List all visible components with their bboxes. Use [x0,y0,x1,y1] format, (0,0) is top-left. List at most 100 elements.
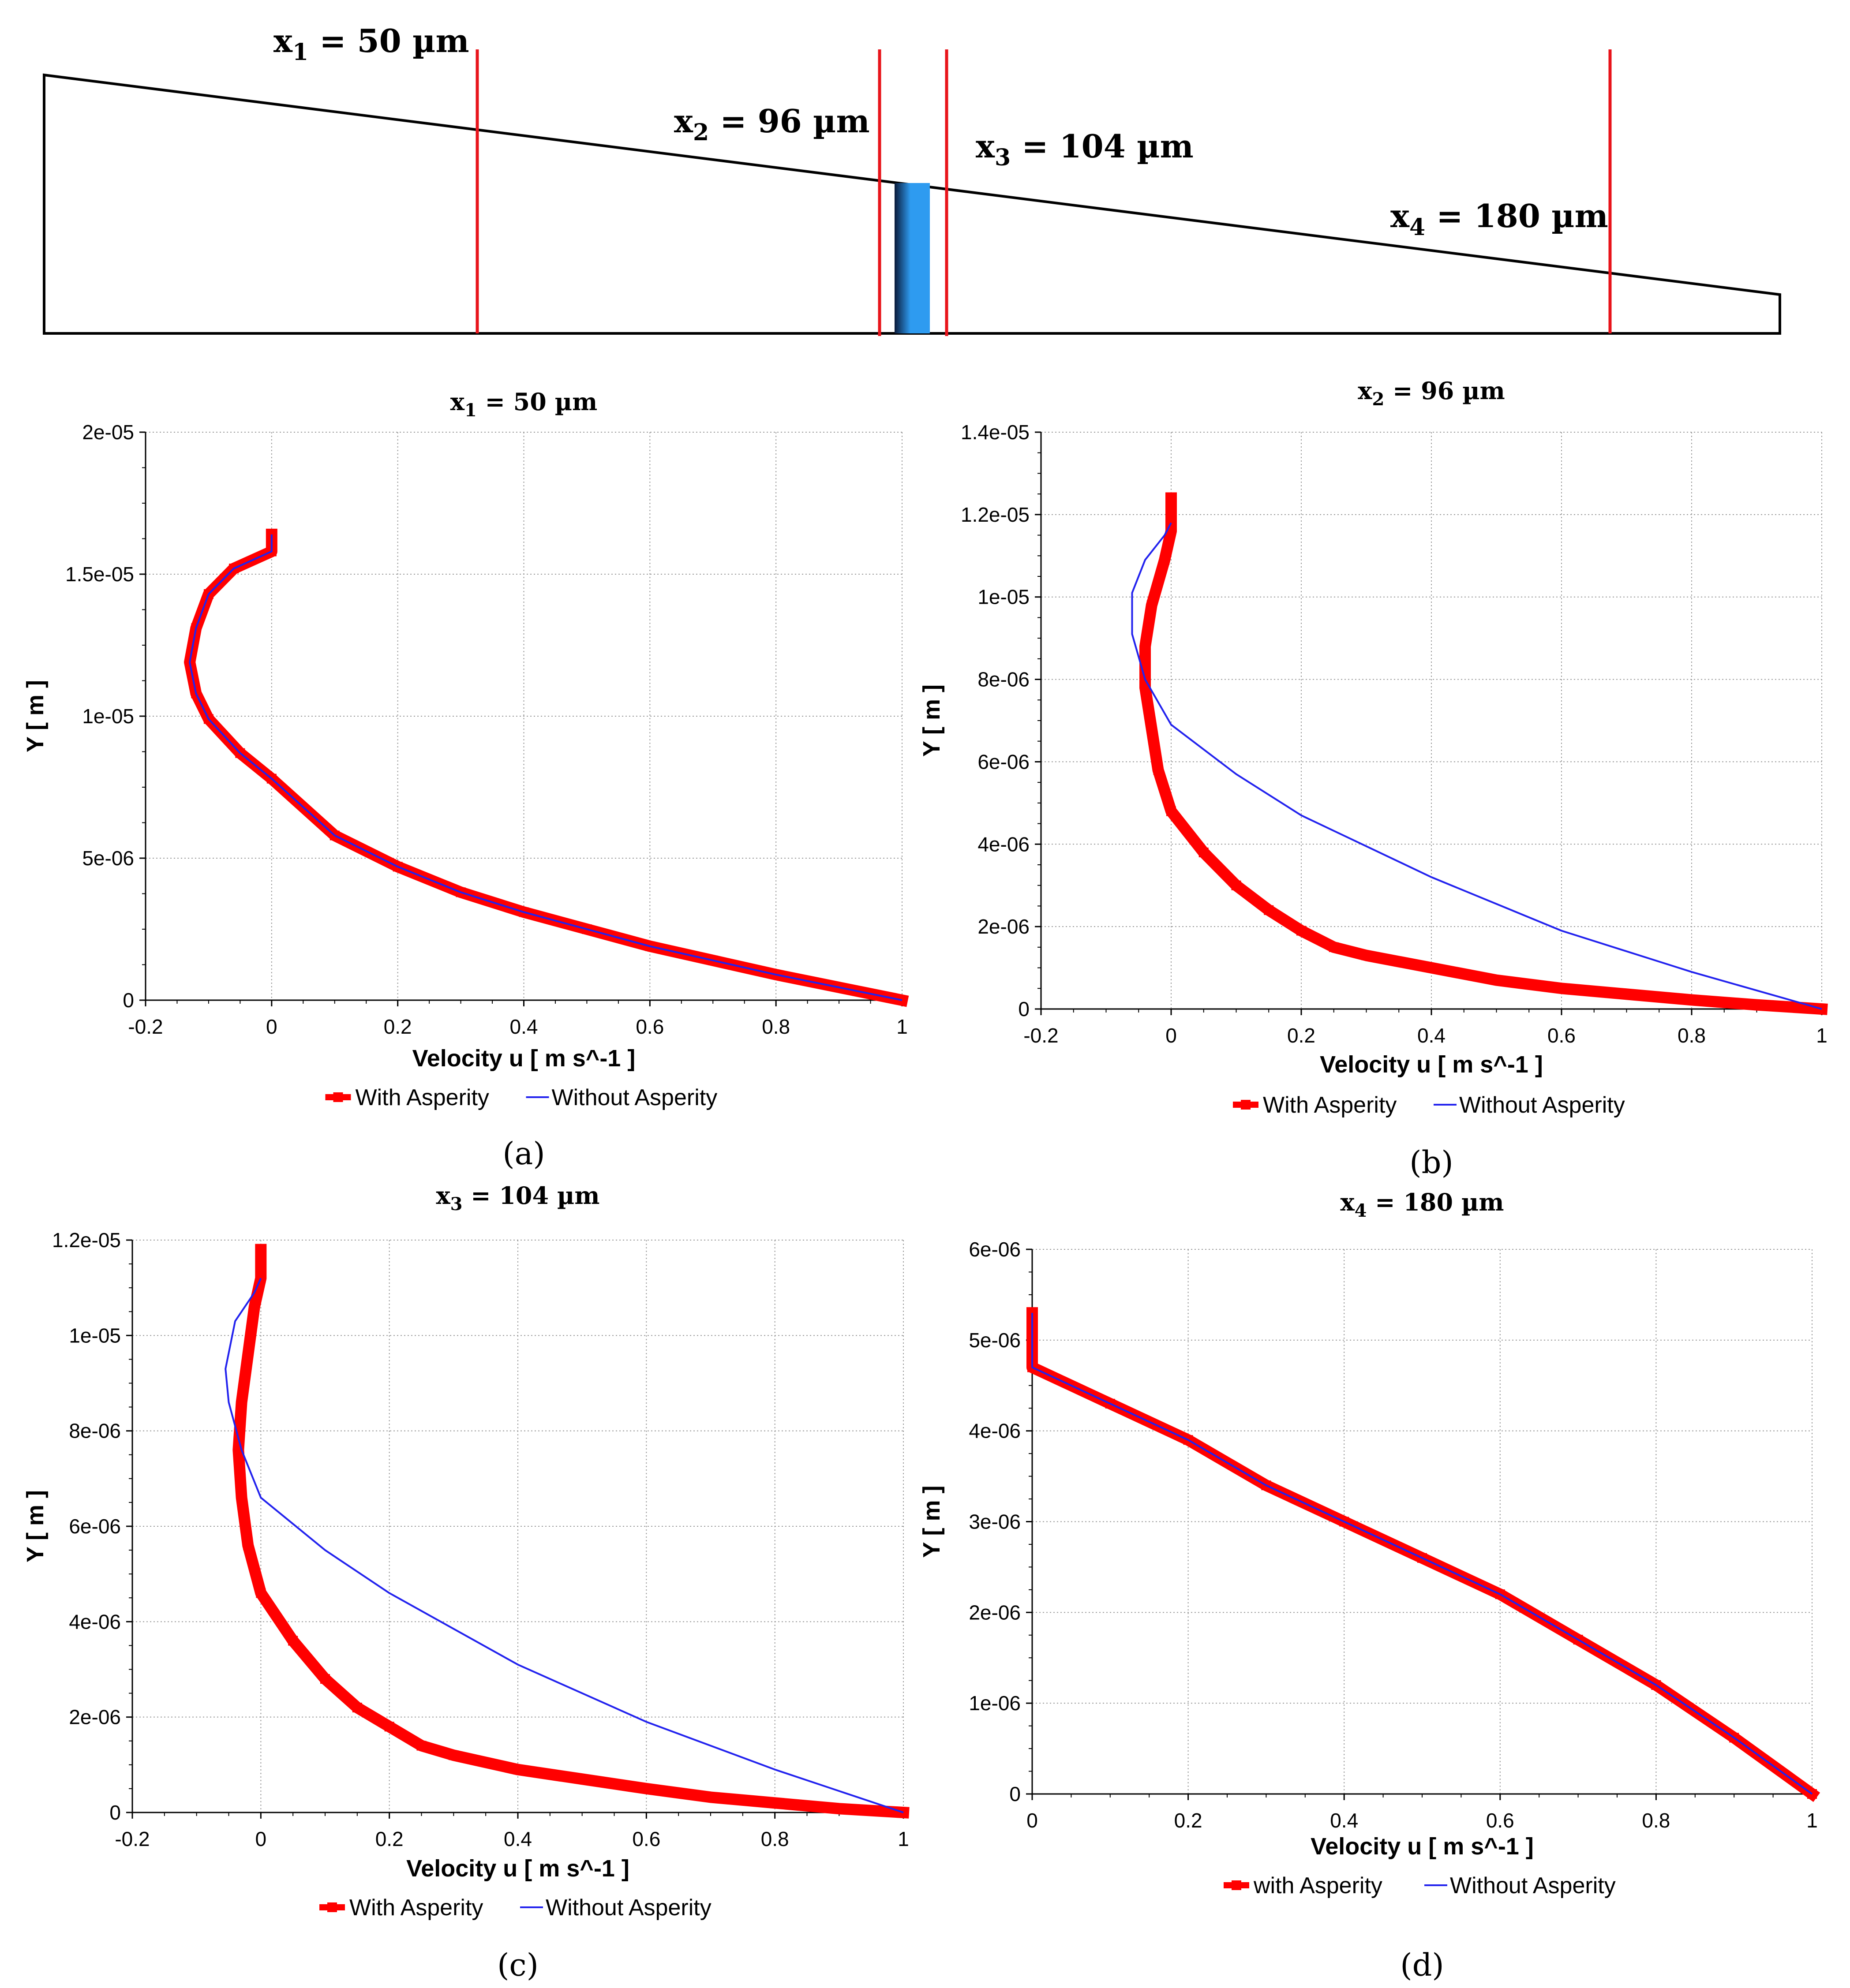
panel-caption: (b) [1409,1144,1453,1181]
y-tick-label: 6e-06 [69,1515,121,1538]
chart-title-rest: = 96 µm [1384,377,1505,405]
y-tick-label: 0 [123,989,134,1012]
data-point-with-asperity [1557,983,1566,994]
schematic-label-x4: x4 = 180 µm [1390,197,1608,241]
y-tick-label: 1e-05 [82,705,134,728]
data-point-with-asperity [1687,995,1696,1005]
x-tick-label: 0.4 [1330,1809,1358,1832]
x-axis-title: Velocity u [ m s^-1 ] [1320,1051,1543,1078]
chart-title-rest: = 50 µm [477,388,597,416]
schematic-label-x2: x2 = 96 µm [674,102,870,146]
chart-title-sub: 1 [464,400,477,421]
legend-label-without-asperity: Without Asperity [546,1895,712,1921]
x-axis-title: Velocity u [ m s^-1 ] [412,1045,636,1072]
data-point-with-asperity [1166,493,1176,503]
data-point-with-asperity [449,1750,459,1760]
y-axis-title: Y [ m ] [918,1485,945,1558]
series-line-with-asperity [1139,492,1828,1015]
y-tick-label: 2e-06 [977,915,1030,938]
chart-title-main: x [450,388,465,416]
y-tick-label: 4e-06 [69,1610,121,1633]
data-point-with-asperity [243,1349,253,1360]
data-point-with-asperity [577,1774,587,1784]
data-point-with-asperity [236,1493,247,1503]
x-tick-label: 0 [266,1015,277,1038]
y-tick-label: 2e-05 [82,421,134,444]
data-point-with-asperity [513,1764,523,1775]
data-point-with-asperity [384,1722,394,1732]
y-tick-label: 2e-06 [69,1706,121,1729]
data-point-with-asperity [1361,950,1371,960]
data-point-with-asperity [899,1808,908,1817]
data-point-with-asperity [1491,975,1502,985]
legend-label-without-asperity: Without Asperity [1450,1873,1616,1898]
y-tick-label: 5e-06 [969,1329,1021,1352]
x-tick-label: 0.6 [1486,1809,1514,1832]
x-tick-label: 0.4 [1417,1024,1446,1047]
chart-panel-a: -0.2 0 0.2 0.4 0.6 0.8 1 0 5e-06 1e-05 1.5e-05 2e-0… [22,388,909,1172]
panel-caption: (a) [502,1136,545,1172]
x-tick-label: -0.2 [1023,1024,1058,1047]
x-tick-label: 0.2 [384,1015,412,1038]
data-point-with-asperity [706,1792,715,1802]
y-tick-label: 1.2e-05 [961,503,1030,526]
chart-title-sub: 4 [1355,1200,1367,1221]
y-tick-label: 8e-06 [69,1420,121,1442]
chart-title: x4 = 180 µm [1340,1188,1504,1221]
panel-caption: (d) [1400,1947,1444,1983]
series-line-without-asperity [225,1278,904,1813]
data-point-with-asperity [1198,847,1209,857]
x-tick-label: 0.6 [1547,1024,1576,1047]
legend-label-with-asperity: With Asperity [356,1085,489,1110]
chart-title: x3 = 104 µm [436,1181,599,1214]
data-point-with-asperity [320,1674,330,1684]
data-point-with-asperity [236,1397,247,1407]
data-point-with-asperity [770,1798,780,1808]
y-tick-label: 6e-06 [977,750,1030,773]
legend: With Asperity Without Asperity [325,1085,717,1110]
y-tick-label: 0 [109,1801,121,1824]
chart-title-rest: = 180 µm [1367,1188,1504,1216]
x-tick-label: 1 [1806,1809,1818,1832]
chart-panel-c: -0.2 0 0.2 0.4 0.6 0.8 1 0 2e-06 4e-06 6e-06 8e-06 1… [22,1181,910,1983]
data-point-with-asperity [352,1703,362,1713]
data-point-with-asperity [1427,963,1436,973]
data-point-with-asperity [834,1804,844,1814]
legend-label-with-asperity: With Asperity [1263,1092,1397,1118]
chart-panel-b: -0.2 0 0.2 0.4 0.6 0.8 1 0 2e-06 4e-06 6e-06 8e-06 1… [918,377,1828,1181]
data-point-with-asperity [249,1302,259,1312]
x-tick-label: 0.6 [636,1015,664,1038]
x-tick-label: 0.2 [1287,1024,1315,1047]
y-tick-label: 4e-06 [977,833,1030,856]
data-point-with-asperity [256,1244,266,1255]
data-point-with-asperity [288,1636,298,1646]
chart-title-rest: = 104 µm [463,1181,600,1210]
y-tick-label: 1e-05 [977,586,1030,609]
series-line-without-asperity [1131,522,1822,1010]
wedge-schematic: x1 = 50 µm x2 = 96 µm x3 = 104 µm x4 = 1… [43,22,1781,336]
x-tick-label: 0.8 [1678,1024,1706,1047]
x-tick-label: 0.8 [1642,1809,1670,1832]
x-tick-label: 0 [1165,1024,1177,1047]
legend-marker-with-asperity [1241,1100,1251,1110]
x-tick-label: -0.2 [115,1827,150,1850]
chart-panel-d: 0 0.2 0.4 0.6 0.8 1 0 1e-06 2e-06 3e-06 4e-06 5e-06… [918,1188,1820,1983]
x-tick-label: 0.8 [762,1015,790,1038]
chart-title: x2 = 96 µm [1358,377,1505,410]
legend: With Asperity Without Asperity [319,1895,712,1921]
data-point-with-asperity [256,1588,266,1598]
schematic-label-x1: x1 = 50 µm [273,22,469,66]
y-tick-label: 5e-06 [82,847,134,870]
asperity-block [895,183,930,333]
schematic-label-x3: x3 = 104 µm [976,127,1194,171]
y-axis-title: Y [ m ] [918,684,945,757]
data-point-with-asperity [1153,765,1163,775]
legend-label-without-asperity: Without Asperity [1459,1092,1625,1118]
x-tick-label: 0.4 [504,1827,532,1850]
x-tick-label: 1 [898,1827,909,1850]
chart-title: x1 = 50 µm [450,388,598,421]
legend-marker-with-asperity [1232,1880,1241,1890]
data-point-with-asperity [1296,926,1306,936]
chart-title-sub: 2 [1372,389,1384,410]
x-tick-label: -0.2 [128,1015,163,1038]
